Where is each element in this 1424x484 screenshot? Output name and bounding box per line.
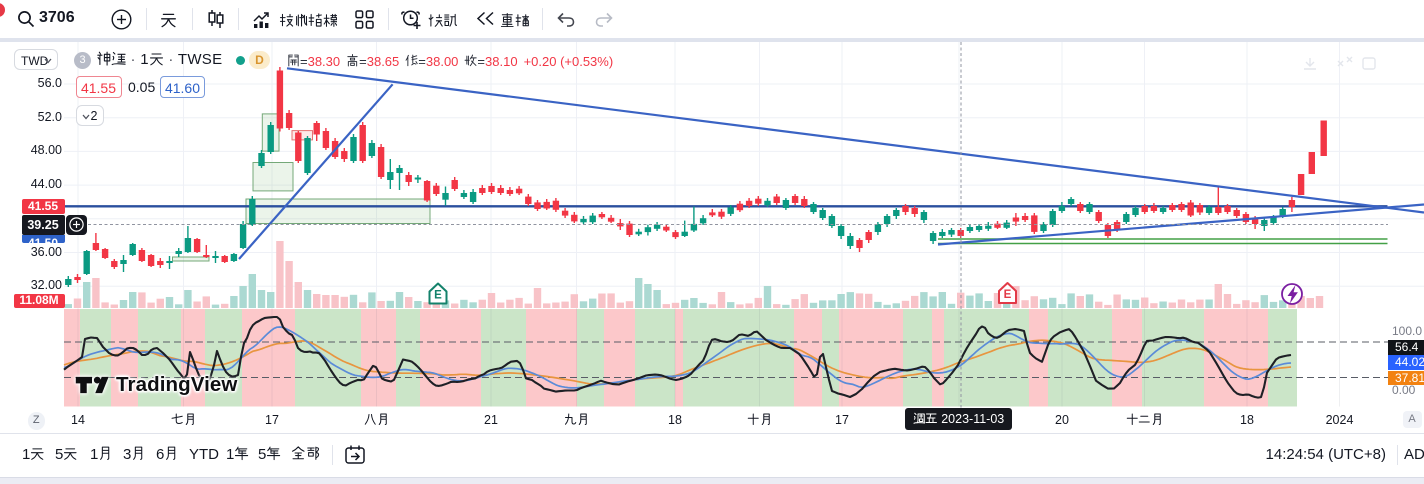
svg-text:E: E	[1004, 289, 1012, 301]
svg-text:E: E	[434, 290, 442, 302]
